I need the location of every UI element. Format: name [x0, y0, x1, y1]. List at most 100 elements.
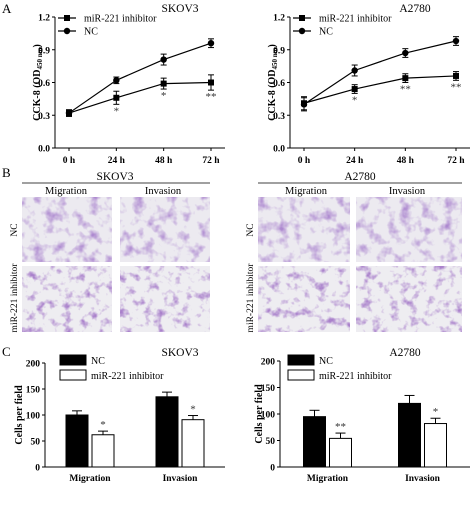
legend-marker [299, 15, 305, 21]
micro-row-nc-a2780: NC [246, 223, 256, 236]
micrograph-a2780-migration-nc [258, 197, 350, 262]
bar [303, 416, 326, 468]
series-line-nc [68, 42, 212, 114]
significance-mark: * [433, 406, 439, 418]
significance-mark: * [352, 94, 358, 106]
x-tick-label: 0 h [63, 156, 76, 166]
legend-marker [64, 15, 70, 21]
significance-mark: ** [206, 91, 217, 103]
data-point-circle [402, 49, 409, 57]
bar [91, 434, 115, 468]
series-line-inhibitor [303, 75, 457, 104]
micrograph-skov3-invasion-nc [120, 197, 210, 262]
data-point-square [160, 80, 167, 87]
x-tick-label: Invasion [163, 474, 199, 484]
panel-label-a: A [2, 1, 12, 16]
data-point-square [351, 86, 358, 93]
x-tick-label: 0 h [298, 156, 311, 166]
micro-row-inhibitor-skov3: miR-221 inhibitor [10, 263, 20, 333]
y-tick-label: 100 [26, 412, 41, 422]
y-tick-label: 1.2 [273, 14, 285, 24]
micro-row-inhibitor-a2780: miR-221 inhibitor [246, 263, 256, 333]
x-tick-label: 24 h [108, 156, 126, 166]
y-tick-label: 0.3 [38, 112, 50, 122]
x-tick-label: 72 h [202, 156, 220, 166]
micrograph-skov3-migration-nc [22, 197, 112, 262]
x-tick-label: 72 h [447, 156, 465, 166]
y-axis-label: Cells per field [14, 385, 25, 445]
data-point-square [208, 79, 214, 86]
y-tick-label: 0.9 [273, 46, 285, 56]
y-tick-label: 0.6 [38, 79, 50, 89]
data-point-square [113, 94, 120, 101]
legend-swatch [59, 354, 87, 366]
line-chart-skov3: 0.0 0.3 0.6 0.9 1.2 CCK-8 (OD450 nm) SKOV3 0 h 2… [32, 3, 225, 166]
significance-mark: ** [400, 84, 411, 96]
y-tick-label: 200 [26, 360, 41, 370]
legend-swatch [287, 354, 315, 366]
y-tick-label: 0.6 [273, 79, 285, 89]
y-tick-label: 0.9 [38, 46, 50, 56]
y-tick-label: 150 [261, 384, 276, 394]
y-axis-label: CCK-8 (OD450 nm) [267, 44, 279, 121]
significance-mark: * [114, 105, 120, 117]
x-tick-label: 48 h [155, 156, 173, 166]
micrograph-a2780-invasion-nc [356, 197, 462, 262]
series-line-inhibitor [68, 81, 212, 114]
y-tick-label: 0 [270, 464, 275, 474]
bar [329, 437, 352, 468]
y-tick-label: 100 [261, 411, 276, 421]
chart-title: A2780 [389, 347, 421, 359]
micro-col-migration-a2780: Migration [285, 186, 328, 197]
micro-row-nc-skov3: NC [10, 223, 20, 236]
significance-mark: ** [451, 81, 462, 93]
data-point-square [453, 72, 459, 79]
legend-marker [298, 27, 306, 35]
significance-mark: * [161, 90, 167, 102]
y-tick-label: 200 [261, 358, 276, 368]
chart-title: SKOV3 [161, 347, 198, 359]
panel-label-b: B [2, 165, 11, 180]
bar [398, 402, 421, 468]
significance-mark: * [190, 404, 196, 416]
data-point-circle [160, 56, 167, 63]
line-chart-a2780: 0.0 0.3 0.6 0.9 1.2 CCK-8 (OD450 nm) A2780 0 h 2… [267, 3, 470, 166]
bar-chart-a2780: 0 50 100 150 200 Cells per field A2780 Migratio… [254, 347, 470, 484]
micrograph-skov3-migration-inhibitor [22, 266, 112, 332]
data-point-circle [452, 37, 460, 45]
panel-label-c: C [2, 344, 11, 359]
legend-label: NC [84, 27, 98, 38]
bar [181, 419, 205, 468]
x-tick-label: Migration [69, 474, 111, 484]
y-tick-label: 0.0 [38, 145, 50, 155]
x-tick-label: 24 h [346, 156, 364, 166]
micro-col-invasion-skov3: Invasion [145, 186, 182, 197]
micrograph-a2780-invasion-inhibitor [356, 266, 462, 332]
y-tick-label: 50 [266, 437, 276, 447]
legend-label: NC [319, 356, 333, 367]
y-tick-label: 1.2 [38, 14, 50, 24]
data-point-square [402, 75, 409, 82]
legend-swatch [59, 369, 87, 381]
x-tick-label: 48 h [397, 156, 415, 166]
chart-title: A2780 [399, 3, 431, 15]
x-tick-label: Migration [307, 474, 349, 484]
bar [424, 423, 447, 468]
x-tick-label: Invasion [405, 474, 441, 484]
y-tick-label: 50 [31, 438, 41, 448]
bar [155, 396, 179, 468]
legend-label: NC [319, 27, 333, 38]
legend-label: miR-221 inhibitor [91, 371, 164, 382]
legend-label: miR-221 inhibitor [84, 14, 157, 25]
micrograph-skov3-invasion-inhibitor [120, 266, 210, 332]
y-tick-label: 0 [35, 464, 40, 474]
data-point-circle [351, 67, 358, 74]
bar-chart-skov3: 0 50 100 150 200 Cells per field SKOV3 Migratio… [14, 347, 225, 484]
micro-col-migration-skov3: Migration [45, 186, 88, 197]
legend-label: miR-221 inhibitor [319, 371, 392, 382]
y-tick-label: 150 [26, 386, 41, 396]
series-line-nc [303, 40, 457, 105]
micro-col-invasion-a2780: Invasion [389, 186, 426, 197]
significance-mark: ** [335, 421, 346, 433]
